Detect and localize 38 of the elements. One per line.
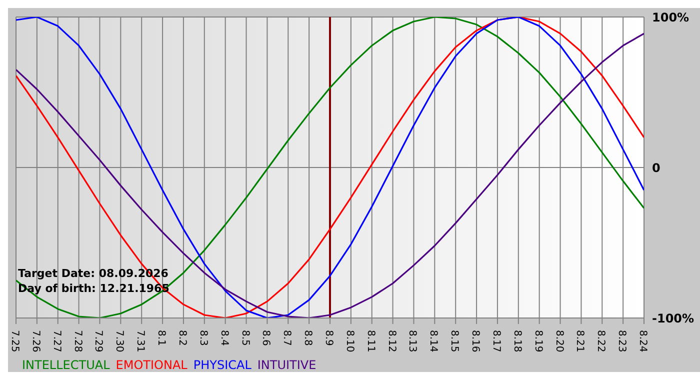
y-tick-label: -100% [652, 311, 694, 326]
x-tick-label: 8.14 [428, 330, 439, 352]
x-tick-label: 8.20 [553, 330, 564, 352]
x-tick-label: 8.15 [448, 330, 460, 352]
x-tick-label: 8.3 [197, 330, 208, 346]
x-tick-label: 8.2 [176, 330, 188, 346]
x-tick-label: 8.10 [344, 330, 355, 352]
x-tick-label: 8.4 [218, 330, 230, 346]
x-tick-label: 8.19 [532, 330, 544, 352]
x-tick-label: 7.26 [30, 330, 41, 352]
x-tick-label: 7.25 [9, 330, 20, 352]
x-tick-label: 8.8 [302, 330, 314, 346]
x-tick-label: 8.12 [386, 330, 397, 352]
x-tick-label: 8.1 [156, 330, 167, 346]
x-tick-label: 8.7 [281, 330, 292, 346]
x-tick-label: 7.27 [50, 330, 62, 352]
x-tick-label: 7.29 [92, 330, 104, 352]
text: EMOTIONAL [116, 358, 188, 372]
x-tick-label: 8.11 [364, 330, 376, 352]
text: INTELLECTUAL [22, 358, 110, 372]
x-tick-label: 8.17 [490, 330, 502, 352]
x-tick-label: 8.21 [574, 330, 586, 352]
x-tick-label: 8.6 [260, 330, 272, 346]
x-tick-label: 8.18 [511, 330, 522, 352]
x-tick-label: 8.13 [406, 330, 418, 352]
x-tick-label: 8.5 [239, 330, 250, 346]
y-tick-label: 100% [652, 10, 690, 24]
x-tick-label: 8.23 [616, 330, 628, 352]
x-tick-label: 8.24 [637, 330, 648, 352]
y-tick-label: 0 [652, 160, 660, 175]
x-tick-label: 7.31 [134, 330, 146, 352]
x-tick-label: 7.30 [114, 330, 125, 352]
x-tick-label: 8.22 [595, 330, 606, 352]
x-tick-label: 7.28 [72, 330, 83, 352]
text: INTUITIVE [257, 358, 316, 372]
text: PHYSICAL [193, 358, 252, 372]
x-tick-label: 8.16 [470, 330, 481, 352]
x-tick-label: 8.9 [323, 330, 334, 346]
